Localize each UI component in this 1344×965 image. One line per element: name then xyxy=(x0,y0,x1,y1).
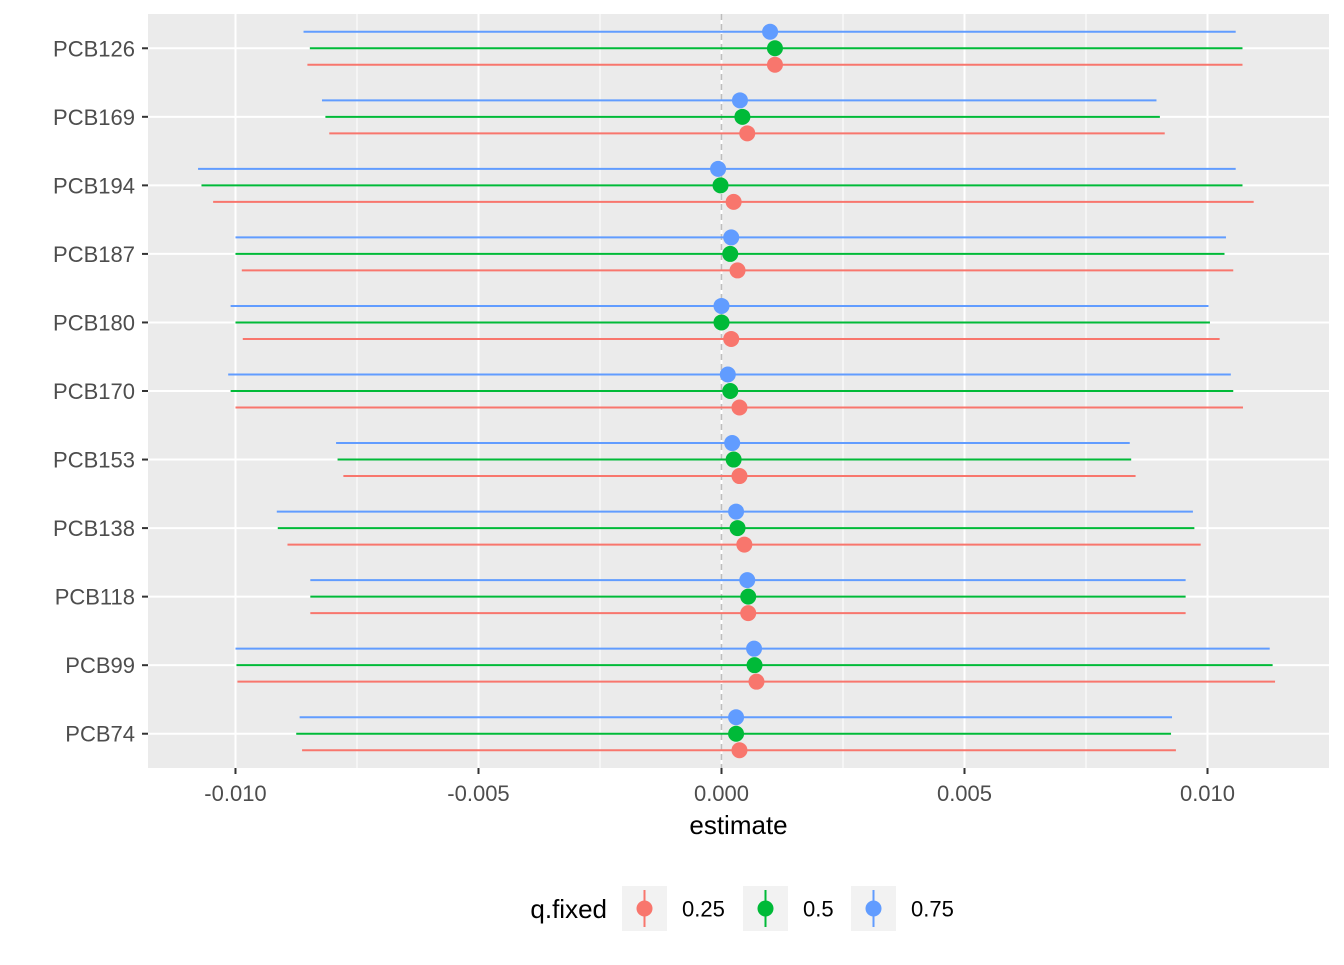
legend-key-point xyxy=(636,900,653,917)
point-pcb74-q05 xyxy=(728,725,745,742)
point-pcb138-q075 xyxy=(728,503,745,520)
point-pcb187-q025 xyxy=(729,262,746,279)
point-pcb169-q025 xyxy=(739,125,756,142)
y-tick-label: PCB138 xyxy=(53,516,135,541)
point-pcb194-q025 xyxy=(725,193,742,210)
legend-label: 0.25 xyxy=(682,897,725,922)
point-pcb170-q075 xyxy=(719,366,736,383)
point-pcb180-q075 xyxy=(713,297,730,314)
legend-entry-075: 0.75 xyxy=(851,886,954,931)
point-pcb99-q05 xyxy=(746,657,763,674)
x-tick-label: 0.010 xyxy=(1180,781,1235,806)
legend: q.fixed 0.25 0.5 0.75 xyxy=(530,886,954,931)
point-pcb153-q025 xyxy=(731,468,748,485)
point-pcb169-q075 xyxy=(731,92,748,109)
point-pcb118-q05 xyxy=(740,588,757,605)
x-axis-title: estimate xyxy=(689,810,787,840)
point-pcb118-q075 xyxy=(739,572,756,589)
y-tick-label: PCB194 xyxy=(53,173,135,198)
point-pcb180-q025 xyxy=(723,330,740,347)
legend-title: q.fixed xyxy=(530,894,607,924)
y-axis: PCB126 PCB169 PCB194 PCB187 PCB180 PCB170 PCB1… xyxy=(53,36,148,747)
point-pcb180-q05 xyxy=(713,314,730,331)
point-pcb126-q075 xyxy=(762,23,779,40)
point-pcb169-q05 xyxy=(734,108,751,125)
point-pcb153-q075 xyxy=(724,435,741,452)
y-tick-label: PCB180 xyxy=(53,310,135,335)
point-pcb194-q05 xyxy=(712,177,729,194)
legend-key-point xyxy=(865,900,882,917)
x-tick-label: -0.010 xyxy=(204,781,266,806)
x-tick-label: 0.005 xyxy=(937,781,992,806)
legend-label: 0.75 xyxy=(911,897,954,922)
point-pcb187-q05 xyxy=(722,245,739,262)
point-pcb138-q05 xyxy=(729,520,746,537)
y-tick-label: PCB126 xyxy=(53,36,135,61)
y-tick-label: PCB169 xyxy=(53,105,135,130)
point-pcb118-q025 xyxy=(740,605,757,622)
point-pcb99-q025 xyxy=(748,673,765,690)
point-pcb99-q075 xyxy=(746,640,763,657)
legend-entry-025: 0.25 xyxy=(622,886,725,931)
point-pcb187-q075 xyxy=(723,229,740,246)
point-pcb138-q025 xyxy=(736,536,753,553)
x-axis: -0.010 -0.005 0.000 0.005 0.010 xyxy=(204,768,1235,806)
point-pcb194-q075 xyxy=(710,160,727,177)
y-tick-label: PCB170 xyxy=(53,379,135,404)
y-tick-label: PCB153 xyxy=(53,448,135,473)
legend-key-point xyxy=(757,900,774,917)
point-pcb170-q025 xyxy=(731,399,748,416)
y-tick-label: PCB118 xyxy=(55,585,135,610)
y-tick-label: PCB187 xyxy=(53,242,135,267)
y-tick-label: PCB74 xyxy=(65,722,135,747)
point-pcb153-q05 xyxy=(725,451,742,468)
point-pcb170-q05 xyxy=(722,383,739,399)
point-pcb126-q025 xyxy=(766,56,783,73)
point-pcb126-q05 xyxy=(766,40,783,57)
point-pcb74-q075 xyxy=(728,709,745,726)
x-tick-label: -0.005 xyxy=(447,781,509,806)
legend-entry-05: 0.5 xyxy=(743,886,834,931)
marks xyxy=(198,23,1276,759)
legend-label: 0.5 xyxy=(803,897,834,922)
x-tick-label: 0.000 xyxy=(694,781,749,806)
point-pcb74-q025 xyxy=(731,742,748,759)
y-tick-label: PCB99 xyxy=(65,653,135,678)
